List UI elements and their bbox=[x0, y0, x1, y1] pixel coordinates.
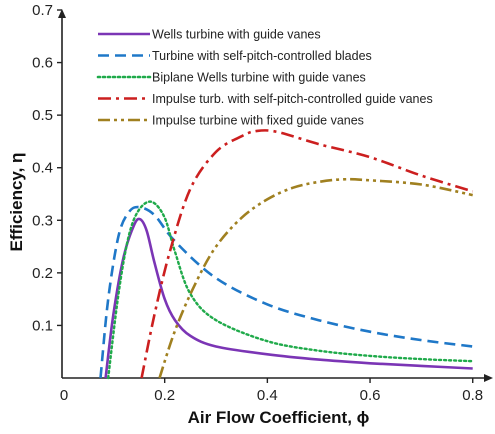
y-tick-label: 0.1 bbox=[32, 317, 53, 334]
legend-label-3: Biplane Wells turbine with guide vanes bbox=[152, 71, 366, 85]
x-tick-label: 0 bbox=[60, 387, 68, 404]
y-axis-label: Efficiency, η bbox=[7, 153, 26, 252]
legend-label-4: Impulse turb. with self-pitch-controlled… bbox=[152, 92, 433, 106]
x-tick-label: 0.2 bbox=[154, 387, 175, 404]
chart-axes: 0.1 0.2 0.3 0.4 0.5 0.6 0.7 0 0.2 0.4 0.6 0.8 bbox=[32, 2, 493, 404]
legend-label-5: Impulse turbine with fixed guide vanes bbox=[152, 114, 364, 128]
x-tick-label: 0.6 bbox=[360, 387, 381, 404]
series-line-2 bbox=[99, 205, 473, 379]
y-tick-label: 0.6 bbox=[32, 55, 53, 72]
chart-legend: Wells turbine with guide vanes Turbine wi… bbox=[96, 28, 433, 128]
series-line-5 bbox=[158, 177, 473, 379]
x-tick-label: 0.4 bbox=[257, 387, 278, 404]
series-line-1 bbox=[104, 217, 473, 379]
x-axis-arrow bbox=[484, 374, 493, 382]
x-tick-label: 0.8 bbox=[462, 387, 483, 404]
legend-label-2: Turbine with self-pitch-controlled blade… bbox=[152, 49, 372, 63]
y-tick-label: 0.3 bbox=[32, 212, 53, 229]
chart-series-group bbox=[99, 129, 474, 380]
series-line-4 bbox=[140, 129, 474, 379]
y-tick-label: 0.5 bbox=[32, 107, 53, 124]
y-tick-label: 0.7 bbox=[32, 2, 53, 19]
y-tick-label: 0.4 bbox=[32, 160, 53, 177]
legend-label-1: Wells turbine with guide vanes bbox=[152, 28, 321, 42]
x-axis-label: Air Flow Coefficient, ϕ bbox=[188, 408, 370, 427]
y-axis-arrow bbox=[58, 9, 66, 18]
series-line-3 bbox=[107, 200, 474, 380]
y-tick-label: 0.2 bbox=[32, 265, 53, 282]
